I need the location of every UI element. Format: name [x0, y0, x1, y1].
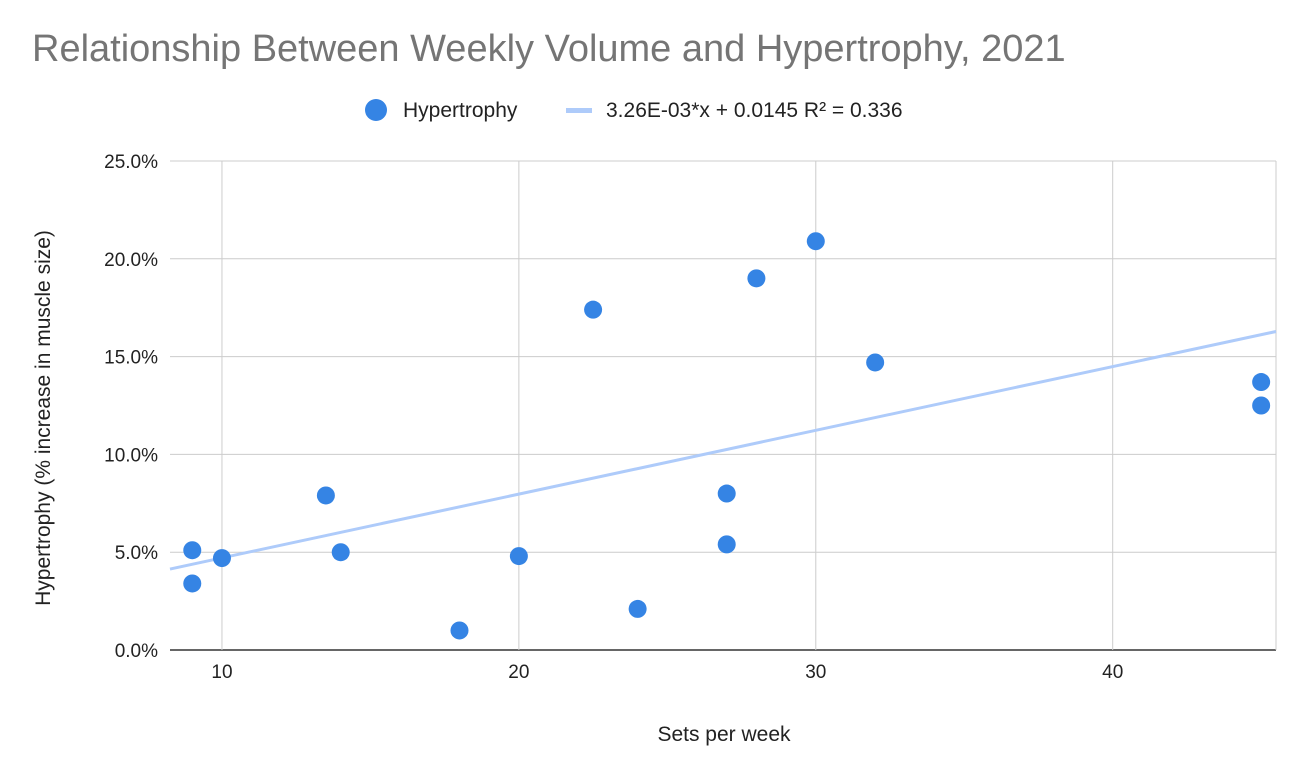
data-point[interactable]	[183, 574, 202, 593]
y-tick-label: 10.0%	[104, 445, 158, 466]
y-tick-label: 25.0%	[104, 152, 158, 173]
y-tick-label: 15.0%	[104, 348, 158, 369]
data-point[interactable]	[584, 300, 603, 319]
x-tick-label: 30	[805, 662, 826, 683]
data-point[interactable]	[806, 232, 825, 251]
legend-label-hypertrophy: Hypertrophy	[403, 99, 518, 122]
x-axis-ticks: 10 20 30 40	[211, 662, 1123, 683]
y-axis-ticks: 0.0% 5.0% 10.0% 15.0% 20.0% 25.0%	[104, 152, 158, 662]
x-axis-title: Sets per week	[657, 723, 791, 746]
data-point[interactable]	[183, 541, 202, 560]
x-tick-label: 10	[211, 662, 232, 683]
chart-title: Relationship Between Weekly Volume and H…	[32, 28, 1066, 70]
y-axis-title: Hypertrophy (% increase in muscle size)	[32, 230, 55, 606]
data-point[interactable]	[1252, 373, 1271, 392]
legend-label-trendline: 3.26E-03*x + 0.0145 R² = 0.336	[606, 99, 903, 122]
data-point[interactable]	[212, 549, 231, 568]
data-point[interactable]	[1252, 396, 1271, 415]
y-tick-label: 0.0%	[115, 641, 158, 662]
data-point[interactable]	[331, 543, 350, 562]
data-point[interactable]	[316, 486, 335, 505]
data-point[interactable]	[628, 599, 647, 618]
x-tick-label: 40	[1102, 662, 1123, 683]
trendline	[169, 330, 1277, 571]
legend: Hypertrophy 3.26E-03*x + 0.0145 R² = 0.3…	[365, 99, 903, 122]
points-layer	[183, 232, 1271, 640]
data-point[interactable]	[717, 484, 736, 503]
legend-marker-trendline	[566, 108, 592, 113]
grid	[170, 160, 1277, 651]
data-point[interactable]	[717, 535, 736, 554]
data-point[interactable]	[450, 621, 469, 640]
data-point[interactable]	[509, 547, 528, 566]
x-tick-label: 20	[508, 662, 529, 683]
data-point[interactable]	[866, 353, 885, 372]
legend-marker-hypertrophy	[365, 99, 387, 121]
trendline-layer	[169, 330, 1277, 571]
y-tick-label: 5.0%	[115, 543, 158, 564]
data-point[interactable]	[747, 269, 766, 288]
y-tick-label: 20.0%	[104, 250, 158, 271]
